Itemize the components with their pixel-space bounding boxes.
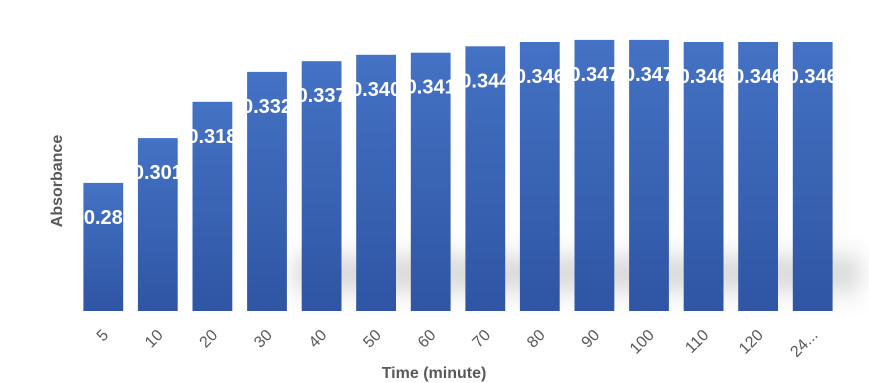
bar-110 bbox=[683, 42, 724, 311]
x-tick-label-100: 100 bbox=[627, 327, 658, 358]
bars bbox=[83, 39, 833, 312]
bar-120 bbox=[738, 42, 778, 311]
x-tick-label-40: 40 bbox=[306, 327, 331, 352]
bar-10 bbox=[137, 138, 178, 311]
data-label-40: 0.337 bbox=[297, 85, 347, 107]
bar-70 bbox=[465, 46, 506, 312]
data-label-100: 0.347 bbox=[624, 64, 674, 86]
x-tick-label-90: 90 bbox=[579, 327, 604, 352]
x-tick-label-24...: 24... bbox=[787, 327, 821, 361]
y-axis-title: Absorbance bbox=[49, 135, 66, 228]
data-label-50: 0.340 bbox=[351, 79, 401, 101]
data-label-5: 0.28 bbox=[84, 207, 123, 229]
data-label-120: 0.346 bbox=[733, 66, 783, 88]
bar-5 bbox=[83, 182, 124, 311]
bar-30 bbox=[247, 71, 287, 312]
x-tick-label-30: 30 bbox=[251, 327, 276, 352]
data-label-70: 0.344 bbox=[460, 70, 511, 92]
x-tick-labels: 5 10 20 30 40 50 60 70 80 90 100 110 120 24... bbox=[94, 327, 822, 361]
data-label-60: 0.341 bbox=[406, 77, 456, 99]
data-label-24...: 0.346 bbox=[788, 66, 838, 88]
bar-60 bbox=[410, 52, 451, 311]
data-label-110: 0.346 bbox=[679, 66, 729, 88]
x-tick-label-110: 110 bbox=[682, 327, 712, 357]
bar-20 bbox=[192, 101, 233, 311]
bar-50 bbox=[356, 54, 396, 312]
x-tick-label-20: 20 bbox=[197, 327, 222, 352]
x-tick-label-80: 80 bbox=[524, 327, 549, 352]
x-tick-label-5: 5 bbox=[94, 327, 112, 345]
x-tick-label-70: 70 bbox=[470, 327, 495, 352]
data-label-10: 0.301 bbox=[133, 162, 183, 184]
x-tick-label-120: 120 bbox=[736, 327, 767, 358]
data-label-80: 0.346 bbox=[515, 66, 565, 88]
x-tick-label-10: 10 bbox=[142, 327, 167, 352]
x-tick-label-60: 60 bbox=[415, 327, 440, 352]
bar-24... bbox=[792, 42, 833, 311]
data-label-20: 0.318 bbox=[187, 126, 237, 148]
data-label-90: 0.347 bbox=[569, 64, 619, 86]
bar-100 bbox=[629, 39, 669, 312]
bar-90 bbox=[574, 39, 615, 312]
bar-80 bbox=[519, 42, 560, 311]
x-tick-label-50: 50 bbox=[360, 327, 385, 352]
bar-40 bbox=[301, 61, 342, 312]
x-axis-title: Time (minute) bbox=[382, 365, 487, 382]
data-label-30: 0.332 bbox=[242, 96, 292, 118]
